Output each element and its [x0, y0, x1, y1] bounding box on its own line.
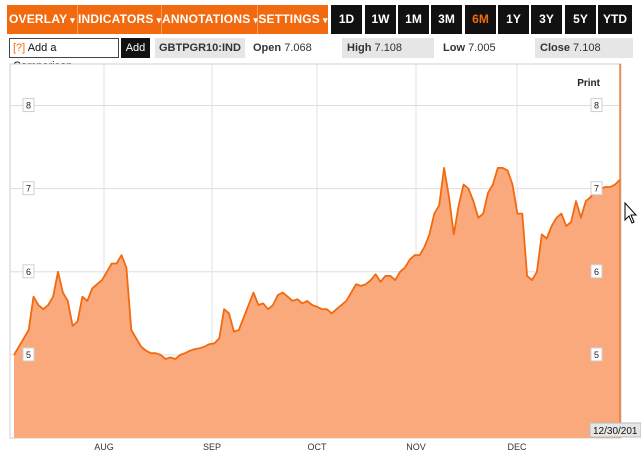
high-value: 7.108	[374, 42, 403, 54]
chevron-down-icon: ▾	[156, 15, 162, 25]
close-label: Close	[540, 42, 570, 54]
range-6m-button[interactable]: 6M	[465, 5, 496, 34]
range-3y-button[interactable]: 3Y	[531, 5, 562, 34]
y-axis-ticks: 5 5 6 6 7 7 8 8	[22, 98, 603, 362]
mouse-cursor-icon	[624, 201, 638, 224]
range-ytd-button[interactable]: YTD	[598, 5, 632, 34]
overlay-label: OVERLAY	[8, 12, 68, 26]
high-label: High	[347, 42, 372, 54]
help-icon[interactable]: [?]	[13, 42, 26, 54]
y-tick-label-left: 8	[26, 101, 31, 111]
settings-menu-button[interactable]: SETTINGS ▾	[258, 5, 328, 34]
low-value: 7.005	[468, 42, 496, 54]
chart-toolbar: OVERLAY ▾ INDICATORS ▾ ANNOTATIONS ▾ SETTIN…	[0, 0, 641, 36]
chevron-down-icon: ▾	[322, 15, 328, 25]
y-tick-box-right	[590, 181, 603, 196]
y-tick-box-left	[22, 347, 35, 362]
y-tick-box-right	[590, 347, 603, 362]
x-tick-label: DEC	[507, 442, 527, 452]
low-label: Low	[443, 42, 465, 54]
y-tick-label-right: 5	[594, 350, 599, 360]
y-tick-label-left: 7	[26, 184, 31, 194]
chevron-down-icon: ▾	[253, 15, 259, 25]
y-tick-label-left: 5	[26, 350, 31, 360]
range-1y-button[interactable]: 1Y	[498, 5, 529, 34]
annotations-label: ANNOTATIONS	[162, 12, 251, 26]
y-tick-label-right: 8	[594, 101, 599, 111]
overlay-menu-button[interactable]: OVERLAY ▾	[7, 5, 78, 34]
end-date-box	[589, 422, 641, 438]
open-label: Open	[253, 42, 282, 54]
open-stat: Open 7.068	[248, 38, 338, 58]
high-stat: High 7.108	[342, 38, 434, 58]
x-tick-label: AUG	[94, 442, 114, 452]
quote-bar: [?] Add a Comparison Add GBTPGR10:IND Op…	[0, 37, 641, 72]
y-tick-box-right	[590, 98, 603, 113]
add-button[interactable]: Add	[121, 38, 150, 58]
range-1d-button[interactable]: 1D	[331, 5, 362, 34]
x-axis-labels: AUG SEP OCT NOV DEC	[94, 442, 527, 452]
add-comparison-input[interactable]: [?] Add a Comparison	[9, 38, 119, 72]
price-area	[14, 167, 620, 438]
settings-label: SETTINGS	[258, 12, 320, 26]
symbol-label: GBTPGR10:IND	[155, 38, 245, 58]
y-tick-label-right: 6	[594, 267, 599, 277]
range-1m-button[interactable]: 1M	[398, 5, 429, 34]
indicators-label: INDICATORS	[78, 12, 154, 26]
y-tick-box-left	[22, 98, 35, 113]
x-tick-label: NOV	[406, 442, 426, 452]
chart-area: 5 5 6 6 7 7 8 8 AUG SEP OCT NOV DEC Print 12/30/201	[0, 62, 641, 458]
range-3m-button[interactable]: 3M	[431, 5, 462, 34]
indicators-menu-button[interactable]: INDICATORS ▾	[78, 5, 162, 34]
y-tick-box-left	[22, 264, 35, 279]
y-tick-label-right: 7	[594, 184, 599, 194]
close-value: 7.108	[573, 42, 601, 54]
open-value: 7.068	[284, 42, 312, 54]
chevron-down-icon: ▾	[70, 15, 76, 25]
y-tick-box-right	[590, 264, 603, 279]
x-tick-label: SEP	[203, 442, 221, 452]
y-tick-box-left	[22, 181, 35, 196]
price-chart: 5 5 6 6 7 7 8 8 AUG SEP OCT NOV DEC Print 12/30/201	[9, 63, 641, 452]
range-1w-button[interactable]: 1W	[365, 5, 396, 34]
price-line	[13, 167, 621, 360]
print-link[interactable]: Print	[577, 78, 600, 89]
end-date-label: 12/30/201	[593, 426, 638, 437]
low-stat: Low 7.005	[438, 38, 532, 58]
x-tick-label: OCT	[308, 442, 328, 452]
range-5y-button[interactable]: 5Y	[565, 5, 596, 34]
close-stat: Close 7.108	[535, 38, 633, 58]
y-tick-label-left: 6	[26, 267, 31, 277]
annotations-menu-button[interactable]: ANNOTATIONS ▾	[162, 5, 258, 34]
